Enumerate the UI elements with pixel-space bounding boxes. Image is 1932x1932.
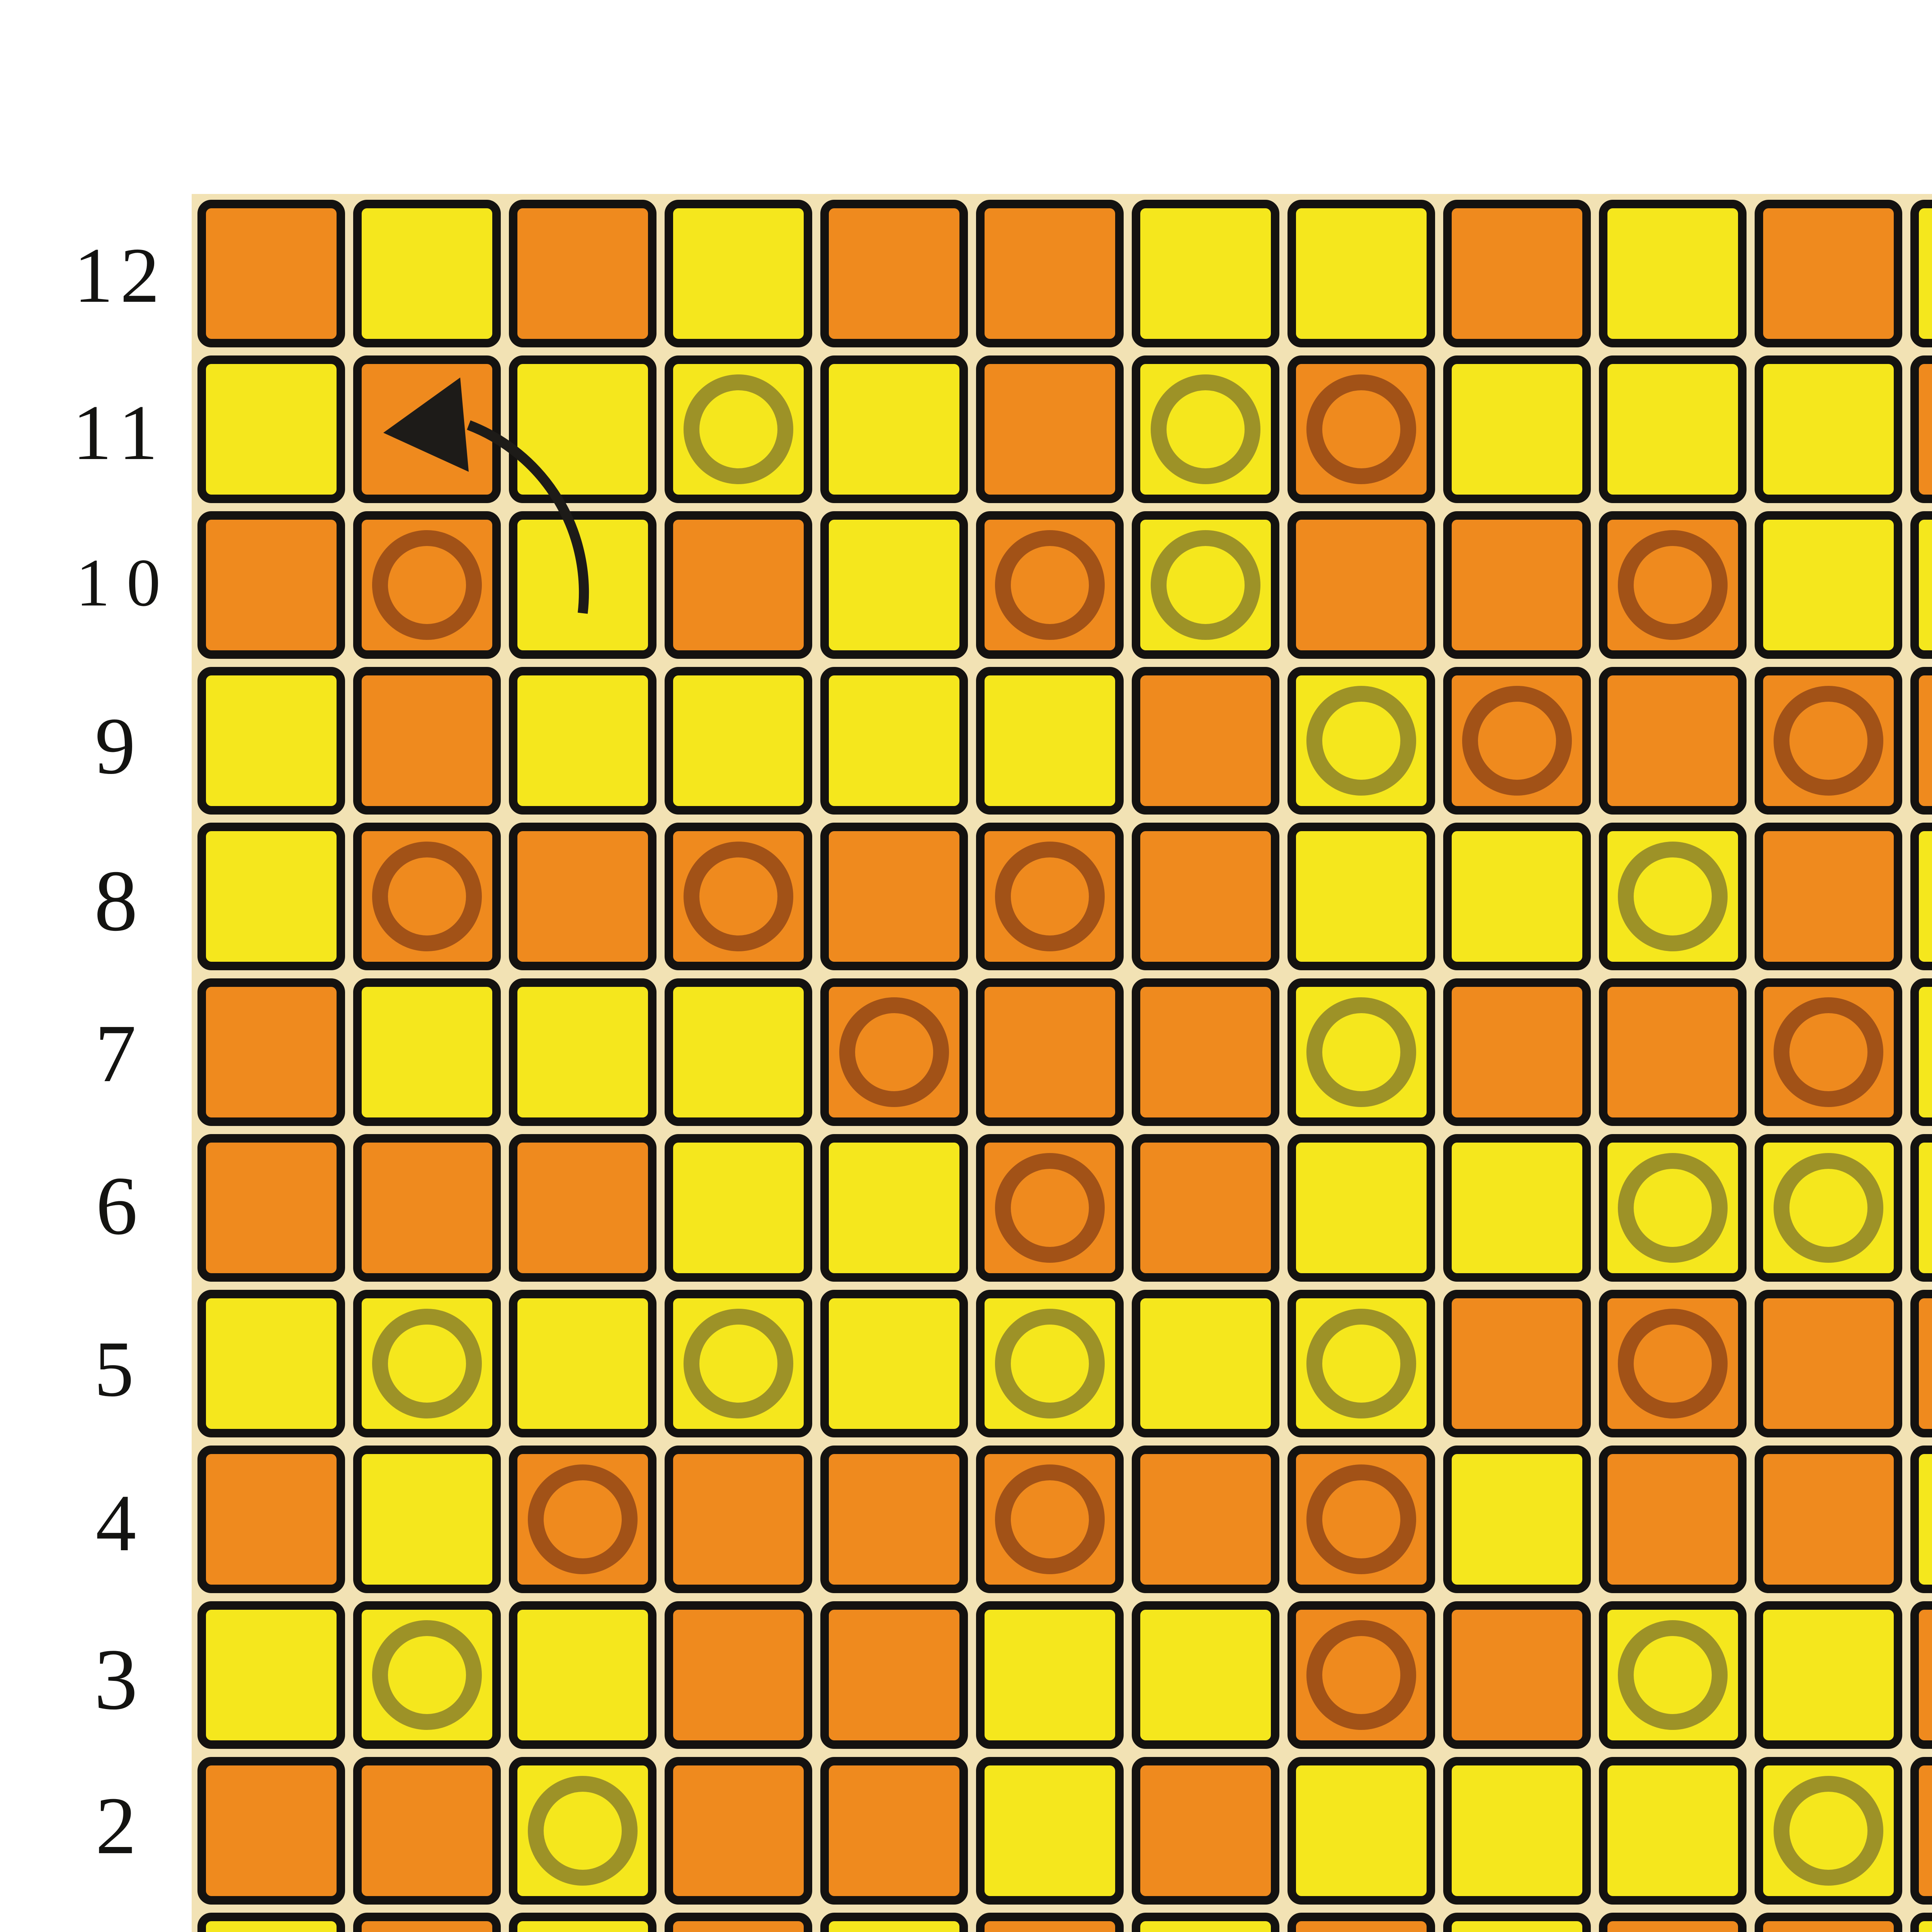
svg-text:7: 7 <box>95 1008 136 1099</box>
svg-text:8: 8 <box>94 852 138 949</box>
svg-text:9: 9 <box>95 701 136 791</box>
svg-text:2: 2 <box>95 1780 136 1871</box>
svg-text:5: 5 <box>94 1325 134 1413</box>
svg-text:4: 4 <box>96 1478 136 1568</box>
svg-text:3: 3 <box>94 1631 138 1728</box>
svg-text:6: 6 <box>96 1160 138 1252</box>
